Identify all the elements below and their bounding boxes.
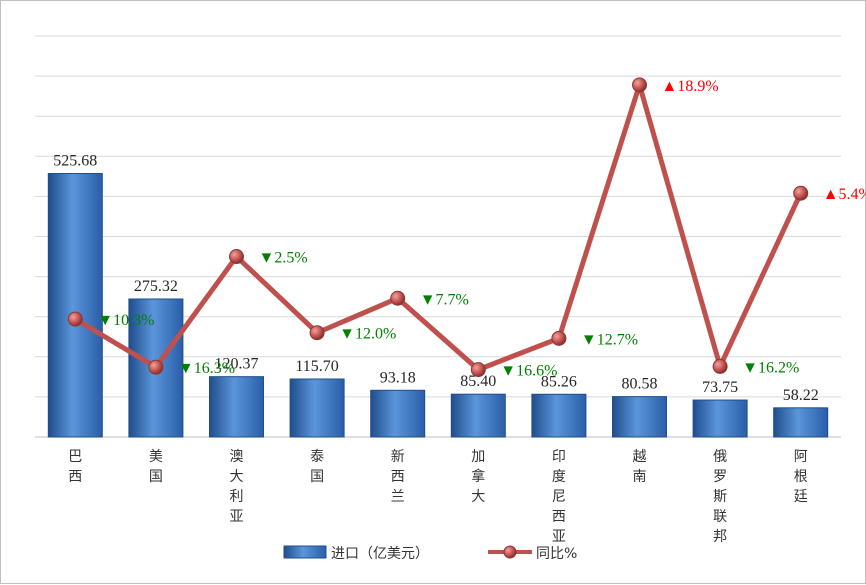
line-path bbox=[74, 82, 803, 373]
line-value-label: ▼16.6% bbox=[500, 363, 557, 380]
bar-value-label: 120.37 bbox=[215, 356, 259, 373]
bar bbox=[773, 407, 829, 438]
line-marker bbox=[551, 330, 567, 346]
bar-value-label: 525.68 bbox=[53, 153, 97, 170]
line-marker bbox=[309, 325, 325, 341]
bar-value-labels: 525.68 275.32 120.37 115.70 93.18 85.40 85.26 8… bbox=[53, 153, 818, 404]
category-label: 巴西 bbox=[68, 449, 82, 485]
down-arrow-icon: ▼ bbox=[178, 360, 194, 377]
line-marker bbox=[229, 249, 244, 265]
bar-value-label: 58.22 bbox=[783, 387, 819, 404]
line-value-label: ▲18.9% bbox=[662, 78, 719, 95]
line-value-label: ▼12.0% bbox=[339, 326, 396, 343]
bar-value-label: 93.18 bbox=[380, 369, 416, 386]
category-label: 加拿大 bbox=[471, 449, 485, 505]
bar bbox=[450, 393, 506, 438]
category-label: 阿根廷 bbox=[794, 449, 808, 505]
bar bbox=[209, 376, 264, 438]
bar bbox=[612, 396, 667, 438]
legend-bar-label: 进口（亿美元） bbox=[331, 546, 429, 562]
down-arrow-icon: ▼ bbox=[742, 359, 758, 376]
legend-line-label: 同比% bbox=[536, 546, 577, 562]
legend: 进口（亿美元） 同比% bbox=[283, 545, 577, 562]
line-marker bbox=[793, 185, 809, 201]
up-arrow-icon: ▲ bbox=[662, 78, 678, 95]
bar bbox=[370, 389, 426, 438]
bar-value-label: 115.70 bbox=[295, 358, 338, 375]
down-arrow-icon: ▼ bbox=[339, 326, 355, 343]
line-marker bbox=[390, 290, 406, 306]
down-arrow-icon: ▼ bbox=[581, 331, 597, 348]
category-label: 越南 bbox=[633, 449, 647, 485]
line-value-labels: ▼10.3% ▼16.3% ▼2.5% ▼12.0% ▼7.7% ▼16.6% ▼12.7%… bbox=[97, 78, 866, 380]
line-value-label: ▼12.7% bbox=[581, 331, 638, 348]
category-label: 印度尼西亚 bbox=[552, 449, 566, 545]
legend-line-marker bbox=[503, 545, 517, 559]
down-arrow-icon: ▼ bbox=[500, 363, 516, 380]
category-label: 俄罗斯联邦 bbox=[713, 449, 727, 545]
bar-value-label: 80.58 bbox=[622, 376, 658, 393]
down-arrow-icon: ▼ bbox=[259, 250, 275, 267]
bar bbox=[289, 378, 345, 438]
line-value-label: ▼7.7% bbox=[420, 291, 469, 308]
line-marker bbox=[712, 358, 728, 374]
line-series bbox=[67, 77, 809, 378]
down-arrow-icon: ▼ bbox=[420, 291, 436, 308]
line-value-label: ▼16.3% bbox=[178, 360, 235, 377]
bar-value-label: 85.40 bbox=[460, 373, 496, 390]
line-value-label: ▼10.3% bbox=[97, 312, 154, 329]
up-arrow-icon: ▲ bbox=[823, 186, 839, 203]
bar bbox=[692, 399, 748, 438]
bar-series bbox=[47, 173, 829, 438]
line-marker bbox=[148, 359, 164, 375]
bar-value-label: 275.32 bbox=[134, 278, 178, 295]
category-axis-labels: 巴西 美国 澳大利亚 泰国 新西兰 加拿大 印度尼西亚 越南 俄罗斯联邦 阿根廷 bbox=[68, 449, 807, 545]
legend-bar-swatch bbox=[283, 545, 327, 559]
bar bbox=[47, 173, 103, 438]
line-marker bbox=[67, 311, 83, 327]
bar-value-label: 73.75 bbox=[702, 379, 738, 396]
category-label: 澳大利亚 bbox=[230, 449, 244, 525]
line-value-label: ▼16.2% bbox=[742, 359, 799, 376]
category-label: 美国 bbox=[149, 449, 163, 485]
category-label: 新西兰 bbox=[391, 449, 405, 505]
down-arrow-icon: ▼ bbox=[97, 312, 113, 329]
line-marker bbox=[470, 362, 486, 378]
line-value-label: ▼2.5% bbox=[259, 250, 308, 267]
line-marker bbox=[632, 77, 647, 93]
bar-value-label: 85.26 bbox=[541, 373, 577, 390]
line-value-label: ▲5.4% bbox=[823, 186, 866, 203]
bar bbox=[531, 393, 587, 438]
category-label: 泰国 bbox=[310, 449, 324, 485]
